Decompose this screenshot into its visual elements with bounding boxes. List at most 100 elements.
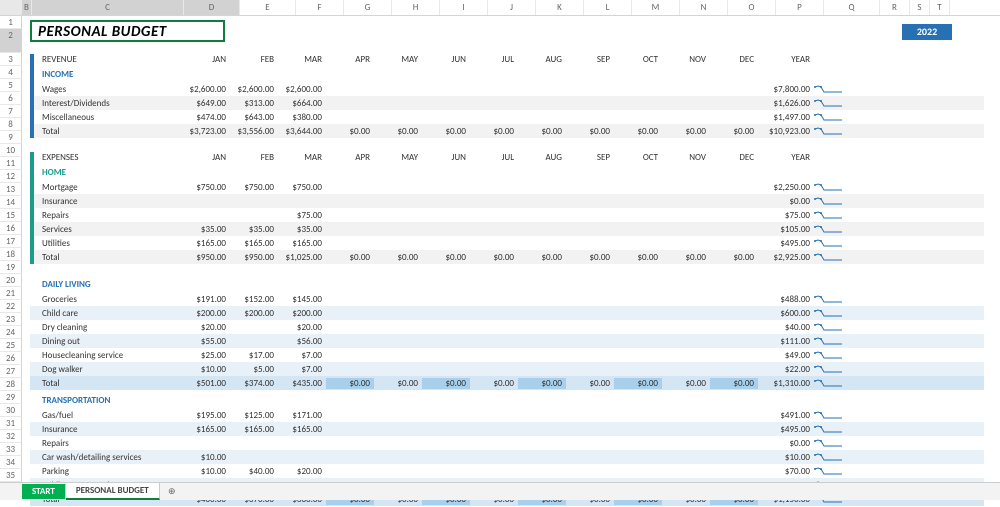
row-num-31[interactable]: 31 — [0, 417, 22, 430]
row-num-12[interactable]: 12 — [0, 170, 22, 183]
col-header-C[interactable]: C — [32, 0, 184, 15]
data-row: Groceries$191.00$152.00$145.00$488.00 — [30, 292, 984, 306]
data-row: Parking$10.00$40.00$20.00$70.00 — [30, 464, 984, 478]
row-num-10[interactable]: 10 — [0, 144, 22, 157]
data-row: Dog walker$10.00$5.00$7.00$22.00 — [30, 362, 984, 376]
row-num-19[interactable]: 19 — [0, 261, 22, 274]
data-row: Child care$200.00$200.00$200.00$600.00 — [30, 306, 984, 320]
col-header-T[interactable]: T — [930, 0, 950, 15]
col-header-K[interactable]: K — [536, 0, 584, 15]
data-row: Gas/fuel$195.00$125.00$171.00$491.00 — [30, 408, 984, 422]
sparkline — [814, 210, 844, 220]
row-num-25[interactable]: 25 — [0, 339, 22, 352]
data-row: Wages$2,600.00$2,600.00$2,600.00$7,800.0… — [30, 82, 984, 96]
sparkline — [814, 452, 844, 462]
row-num-16[interactable]: 16 — [0, 222, 22, 235]
sparkline — [814, 112, 844, 122]
row-num-22[interactable]: 22 — [0, 300, 22, 313]
col-header-J[interactable]: J — [488, 0, 536, 15]
row-num-28[interactable]: 28 — [0, 378, 22, 391]
col-header-M[interactable]: M — [632, 0, 680, 15]
row-num-13[interactable]: 13 — [0, 183, 22, 196]
header-row: REVENUEJANFEBMARAPRMAYJUNJULAUGSEPOCTNOV… — [30, 54, 984, 68]
row-numbers: 1234567891011121314151617181920212223242… — [0, 16, 22, 495]
col-header-O[interactable]: O — [728, 0, 776, 15]
row-num-35[interactable]: 35 — [0, 469, 22, 482]
total-row: Total$501.00$374.00$435.00$0.00$0.00$0.0… — [30, 376, 984, 390]
col-header-D[interactable]: D — [184, 0, 240, 15]
add-sheet-button[interactable]: ⊕ — [164, 486, 180, 497]
header-row: EXPENSESJANFEBMARAPRMAYJUNJULAUGSEPOCTNO… — [30, 152, 984, 166]
col-header-I[interactable]: I — [440, 0, 488, 15]
col-header-G[interactable]: G — [344, 0, 392, 15]
col-header-Q[interactable]: Q — [824, 0, 880, 15]
row-num-17[interactable]: 17 — [0, 235, 22, 248]
col-header-S[interactable]: S — [910, 0, 930, 15]
row-num-23[interactable]: 23 — [0, 313, 22, 326]
row-num-34[interactable]: 34 — [0, 456, 22, 469]
sparkline — [814, 378, 844, 388]
col-header-R[interactable]: R — [880, 0, 910, 15]
sparkline — [814, 336, 844, 346]
tab-start[interactable]: START — [22, 484, 66, 499]
sparkline — [814, 410, 844, 420]
sparkline — [814, 322, 844, 332]
row-num-9[interactable]: 9 — [0, 131, 22, 144]
cat-trans: TRANSPORTATION — [30, 394, 984, 408]
row-num-8[interactable]: 8 — [0, 118, 22, 131]
row-num-29[interactable]: 29 — [0, 391, 22, 404]
data-row: Repairs$75.00$75.00 — [30, 208, 984, 222]
row-num-20[interactable]: 20 — [0, 274, 22, 287]
row-num-11[interactable]: 11 — [0, 157, 22, 170]
col-header-B[interactable]: B — [22, 0, 32, 15]
data-row: Services$35.00$35.00$35.00$105.00 — [30, 222, 984, 236]
row-num-4[interactable]: 4 — [0, 66, 22, 79]
year-badge: 2022 — [902, 24, 952, 40]
col-header-F[interactable]: F — [296, 0, 344, 15]
data-row: Interest/Dividends$649.00$313.00$664.00$… — [30, 96, 984, 110]
cat-income: INCOME — [30, 68, 984, 82]
col-header-E[interactable]: E — [240, 0, 296, 15]
row-num-6[interactable]: 6 — [0, 92, 22, 105]
row-num-7[interactable]: 7 — [0, 105, 22, 118]
data-row: Miscellaneous$474.00$643.00$380.00$1,497… — [30, 110, 984, 124]
data-row: Repairs$0.00 — [30, 436, 984, 450]
row-num-18[interactable]: 18 — [0, 248, 22, 261]
row-num-2[interactable]: 2 — [0, 29, 22, 53]
row-num-27[interactable]: 27 — [0, 365, 22, 378]
data-row: Utilities$165.00$165.00$165.00$495.00 — [30, 236, 984, 250]
total-row: Total$3,723.00$3,556.00$3,644.00$0.00$0.… — [30, 124, 984, 138]
row-num-32[interactable]: 32 — [0, 430, 22, 443]
sparkline — [814, 252, 844, 262]
data-row: Insurance$165.00$165.00$165.00$495.00 — [30, 422, 984, 436]
col-header-N[interactable]: N — [680, 0, 728, 15]
row-num-21[interactable]: 21 — [0, 287, 22, 300]
sheet-content: PERSONAL BUDGET 2022 REVENUEJANFEBMARAPR… — [22, 16, 1000, 495]
row-num-15[interactable]: 15 — [0, 209, 22, 222]
sparkline — [814, 196, 844, 206]
row-num-14[interactable]: 14 — [0, 196, 22, 209]
row-num-26[interactable]: 26 — [0, 352, 22, 365]
row-num-1[interactable]: 1 — [0, 16, 22, 29]
sparkline — [814, 308, 844, 318]
sparkline — [814, 350, 844, 360]
sparkline — [814, 364, 844, 374]
data-row: Insurance$0.00 — [30, 194, 984, 208]
sparkline — [814, 224, 844, 234]
row-num-5[interactable]: 5 — [0, 79, 22, 92]
sparkline — [814, 466, 844, 476]
col-header-L[interactable]: L — [584, 0, 632, 15]
row-num-33[interactable]: 33 — [0, 443, 22, 456]
tab-personal-budget[interactable]: PERSONAL BUDGET — [66, 483, 160, 500]
row-num-30[interactable]: 30 — [0, 404, 22, 417]
data-row: Car wash/detailing services$10.00$10.00 — [30, 450, 984, 464]
row-num-24[interactable]: 24 — [0, 326, 22, 339]
data-row: Dry cleaning$20.00$20.00$40.00 — [30, 320, 984, 334]
sparkline — [814, 84, 844, 94]
col-header-H[interactable]: H — [392, 0, 440, 15]
sparkline — [814, 126, 844, 136]
row-num-3[interactable]: 3 — [0, 53, 22, 66]
sparkline — [814, 438, 844, 448]
col-header-P[interactable]: P — [776, 0, 824, 15]
col-header-A[interactable] — [0, 0, 22, 15]
